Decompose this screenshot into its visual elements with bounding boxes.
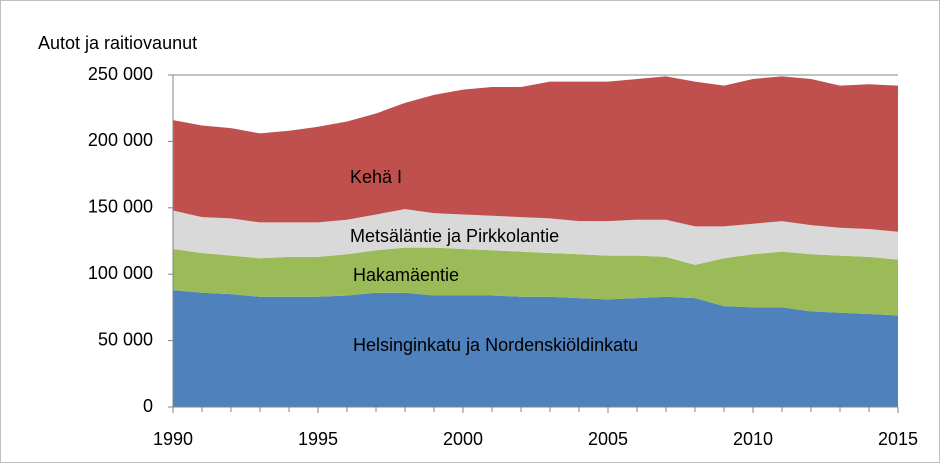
x-tick-label: 2005 bbox=[588, 429, 628, 449]
x-tick-label: 2010 bbox=[733, 429, 773, 449]
y-axis-label: Autot ja raitiovaunut bbox=[38, 33, 197, 53]
y-tick-label: 150 000 bbox=[88, 197, 153, 217]
x-tick-label: 1995 bbox=[298, 429, 338, 449]
y-tick-label: 0 bbox=[143, 396, 153, 416]
area bbox=[173, 76, 898, 232]
y-tick-label: 250 000 bbox=[88, 64, 153, 84]
x-tick-label: 1990 bbox=[153, 429, 193, 449]
x-tick-label: 2000 bbox=[443, 429, 483, 449]
y-tick-label: 200 000 bbox=[88, 130, 153, 150]
areas: Helsinginkatu ja Nordenskiöldinkatu Hakam… bbox=[173, 76, 898, 407]
y-tick-label: 100 000 bbox=[88, 263, 153, 283]
series-label: Helsinginkatu ja Nordenskiöldinkatu bbox=[353, 335, 638, 355]
area bbox=[173, 247, 898, 316]
x-tick-label: 2015 bbox=[878, 429, 918, 449]
area bbox=[173, 290, 898, 407]
series-label: Hakamäentie bbox=[353, 265, 459, 285]
area bbox=[173, 209, 898, 265]
series-label: Kehä I bbox=[350, 167, 402, 187]
axes: 0 50 000 100 000 150 000 200 000 250 000 1990 1… bbox=[88, 64, 918, 449]
series-label: Metsäläntie ja Pirkkolantie bbox=[350, 226, 559, 246]
y-tick-label: 50 000 bbox=[98, 329, 153, 349]
